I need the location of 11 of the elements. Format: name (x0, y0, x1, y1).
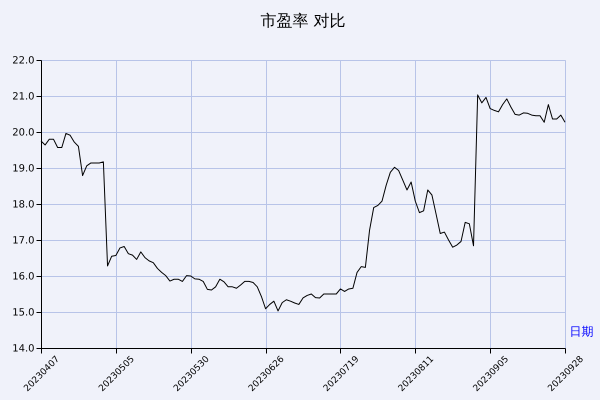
y-tick-label: 14.0 (12, 344, 34, 354)
x-axis-title: 日期 (570, 324, 594, 338)
y-tick-label: 22.0 (12, 56, 34, 66)
y-tick-label: 18.0 (12, 200, 34, 210)
y-tick-label: 21.0 (12, 92, 34, 102)
y-tick-label: 20.0 (12, 128, 34, 138)
y-tick-label: 15.0 (12, 308, 34, 318)
y-tick-label: 19.0 (12, 164, 34, 174)
y-tick-label: 17.0 (12, 236, 34, 246)
chart-title: 市盈率 对比 (260, 11, 346, 30)
y-tick-label: 16.0 (12, 272, 34, 282)
